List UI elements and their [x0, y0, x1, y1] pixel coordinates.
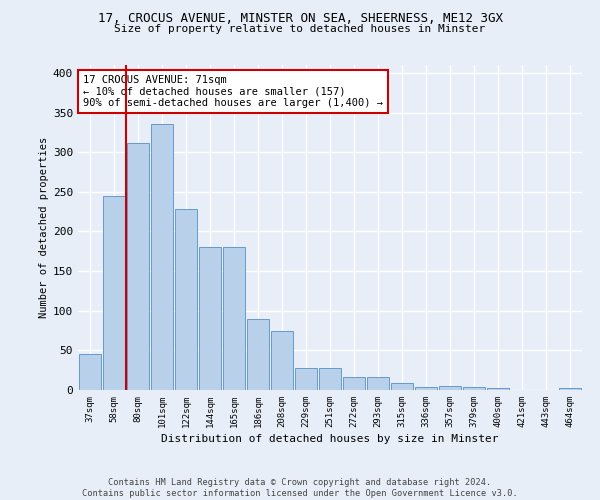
Bar [79, 354, 101, 390]
Bar [367, 376, 389, 390]
Bar [151, 124, 173, 390]
Text: 17 CROCUS AVENUE: 71sqm
← 10% of detached houses are smaller (157)
90% of semi-d: 17 CROCUS AVENUE: 71sqm ← 10% of detache… [83, 74, 383, 108]
Bar [391, 383, 413, 390]
Bar [199, 248, 221, 390]
Bar [247, 318, 269, 390]
Bar [463, 387, 485, 390]
Bar [439, 386, 461, 390]
Text: Size of property relative to detached houses in Minster: Size of property relative to detached ho… [115, 24, 485, 34]
Bar [271, 330, 293, 390]
Bar [559, 388, 581, 390]
Bar [415, 387, 437, 390]
Bar [319, 368, 341, 390]
Bar [487, 388, 509, 390]
Bar [127, 142, 149, 390]
Text: 17, CROCUS AVENUE, MINSTER ON SEA, SHEERNESS, ME12 3GX: 17, CROCUS AVENUE, MINSTER ON SEA, SHEER… [97, 12, 503, 26]
Bar [343, 376, 365, 390]
Bar [175, 210, 197, 390]
Bar [103, 196, 125, 390]
X-axis label: Distribution of detached houses by size in Minster: Distribution of detached houses by size … [161, 434, 499, 444]
Bar [295, 368, 317, 390]
Text: Contains HM Land Registry data © Crown copyright and database right 2024.
Contai: Contains HM Land Registry data © Crown c… [82, 478, 518, 498]
Bar [223, 248, 245, 390]
Y-axis label: Number of detached properties: Number of detached properties [39, 137, 49, 318]
